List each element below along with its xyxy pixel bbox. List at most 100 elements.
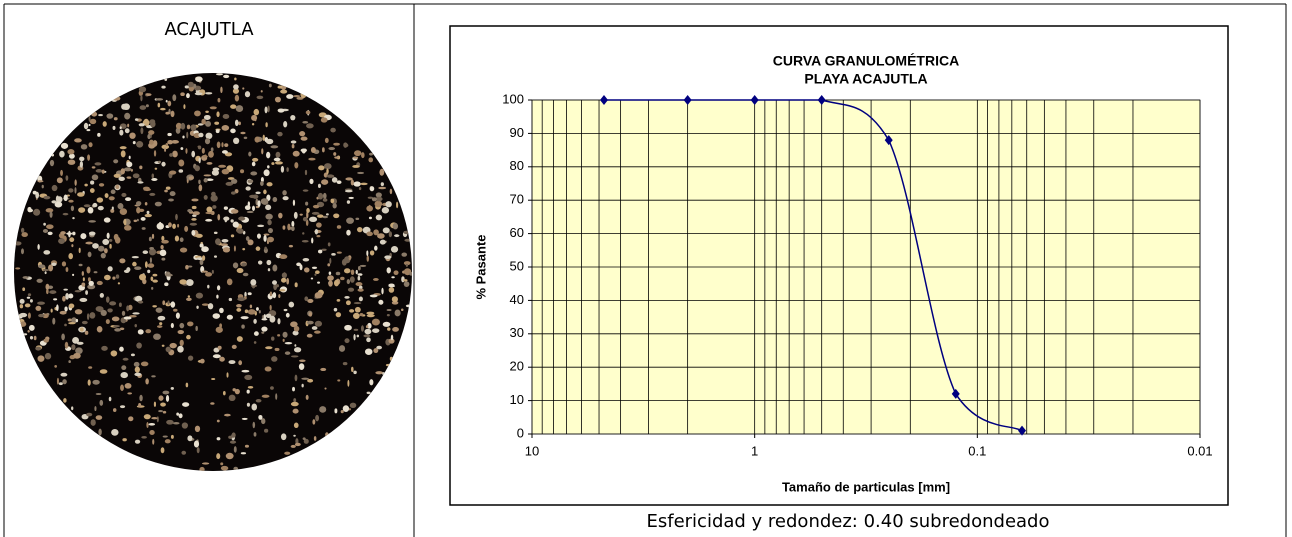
grain xyxy=(388,231,393,238)
grain xyxy=(37,180,44,183)
grain xyxy=(35,305,42,311)
grain xyxy=(294,344,297,347)
grain xyxy=(358,187,362,191)
grain xyxy=(216,453,221,460)
grain xyxy=(78,247,81,254)
grain xyxy=(246,210,254,214)
grain xyxy=(148,130,155,135)
grain xyxy=(80,233,87,240)
grain xyxy=(27,312,31,319)
grain xyxy=(359,312,364,317)
grain xyxy=(301,377,310,380)
grain xyxy=(74,187,77,194)
grain xyxy=(88,366,93,369)
grain xyxy=(141,227,146,230)
grain xyxy=(170,110,175,118)
grain xyxy=(353,370,357,375)
grain xyxy=(60,372,68,377)
grain xyxy=(224,413,231,417)
grain xyxy=(313,436,317,441)
grain xyxy=(271,162,275,165)
grain xyxy=(81,320,88,325)
grain xyxy=(42,268,50,272)
y-tick-label: 60 xyxy=(510,225,524,240)
grain xyxy=(284,351,291,355)
grain xyxy=(292,330,299,336)
grain xyxy=(260,181,264,186)
grain xyxy=(306,333,313,338)
grain xyxy=(309,178,314,185)
grain xyxy=(242,272,249,277)
grain xyxy=(311,237,314,244)
grain xyxy=(357,266,361,271)
grain xyxy=(187,355,194,361)
grain xyxy=(178,169,184,173)
grain xyxy=(123,218,127,226)
grain xyxy=(318,165,325,171)
grain xyxy=(252,421,256,429)
grain xyxy=(265,313,272,319)
grain xyxy=(378,186,387,190)
grain xyxy=(293,325,300,332)
grain xyxy=(219,323,223,328)
grain xyxy=(140,127,144,135)
grain xyxy=(236,267,244,274)
grain xyxy=(213,347,220,353)
data-point xyxy=(951,388,960,399)
grain xyxy=(51,184,58,192)
grain xyxy=(91,166,96,169)
grain xyxy=(153,333,161,340)
grain xyxy=(155,307,163,313)
grain xyxy=(101,345,108,351)
grain xyxy=(258,310,261,314)
grain xyxy=(364,348,373,356)
grain xyxy=(96,280,103,286)
grain xyxy=(165,111,170,115)
grain xyxy=(67,318,72,322)
grain xyxy=(97,132,101,137)
grain xyxy=(44,271,47,275)
grain xyxy=(306,207,310,214)
grain xyxy=(86,412,93,417)
grain xyxy=(160,402,166,407)
grain xyxy=(386,313,390,317)
grain xyxy=(255,246,261,251)
grain xyxy=(169,191,176,197)
grain xyxy=(110,189,116,195)
grain xyxy=(59,310,67,315)
grain xyxy=(20,227,25,234)
grain xyxy=(137,300,144,304)
grain xyxy=(277,108,285,113)
grain xyxy=(60,142,69,149)
grain xyxy=(47,231,53,236)
grain xyxy=(300,148,307,153)
grain xyxy=(161,344,165,347)
grain xyxy=(359,264,367,267)
grain xyxy=(292,386,295,392)
grain xyxy=(291,144,295,149)
grain xyxy=(346,217,354,224)
grain xyxy=(286,277,290,285)
grain xyxy=(306,320,314,325)
grain xyxy=(187,435,193,442)
grain xyxy=(238,216,246,221)
grain xyxy=(337,379,341,382)
grain xyxy=(217,213,221,221)
grain xyxy=(37,244,40,250)
grain xyxy=(149,139,154,145)
grain xyxy=(162,410,167,414)
grain xyxy=(61,261,67,267)
grain xyxy=(42,229,49,233)
grain xyxy=(210,194,218,202)
grain xyxy=(111,206,114,210)
grain xyxy=(169,153,174,157)
grain xyxy=(121,103,127,110)
grain xyxy=(126,305,130,312)
grain xyxy=(216,141,221,149)
grain xyxy=(234,77,237,81)
grain xyxy=(64,323,67,327)
grain xyxy=(154,167,158,170)
grain xyxy=(106,232,110,239)
grain xyxy=(349,402,357,409)
grain xyxy=(167,100,172,107)
